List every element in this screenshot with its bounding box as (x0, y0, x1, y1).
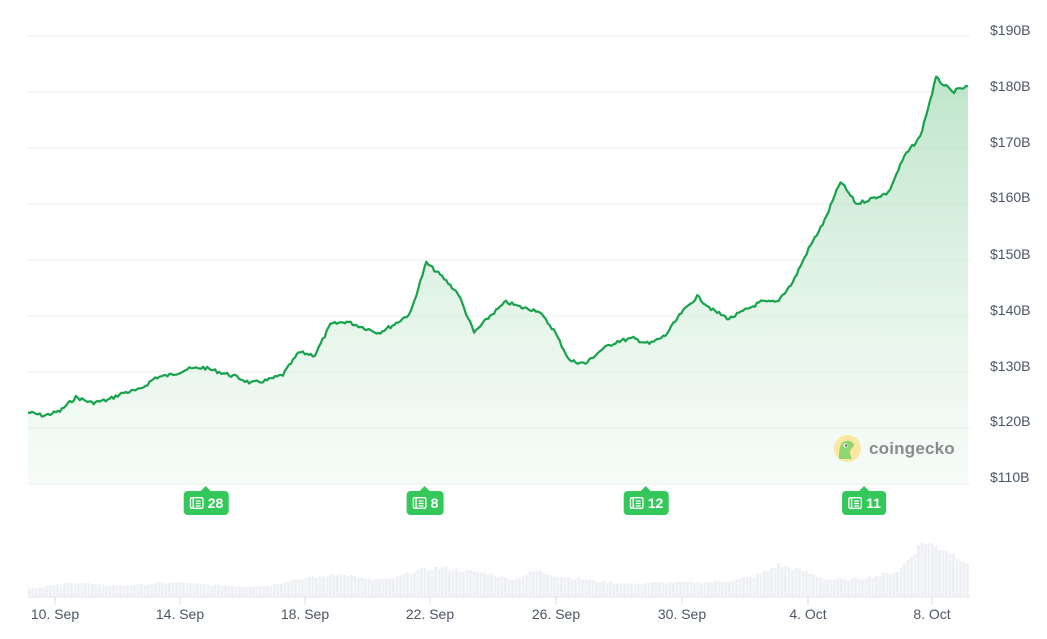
y-tick-label: $120B (990, 413, 1031, 429)
market-cap-line[interactable] (27, 75, 969, 418)
y-tick-label: $130B (990, 358, 1031, 374)
newspaper-icon (848, 497, 863, 509)
news-count: 8 (430, 495, 439, 511)
news-count: 28 (207, 495, 224, 511)
x-tick-label: 22. Sep (405, 606, 455, 622)
newspaper-icon (629, 497, 644, 509)
x-tick-marks (54, 597, 933, 605)
y-tick-label: $110B (990, 469, 1030, 485)
watermark-label: coingecko (869, 438, 955, 458)
news-marker-button[interactable]: 11 (842, 486, 886, 515)
x-tick-label: 10. Sep (30, 606, 80, 622)
y-tick-label: $150B (990, 246, 1031, 262)
y-tick-label: $160B (990, 189, 1031, 205)
coingecko-watermark: coingecko (834, 435, 955, 462)
news-count: 12 (647, 495, 664, 511)
newspaper-icon (412, 497, 427, 509)
newspaper-icon (189, 497, 204, 509)
y-tick-label: $180B (990, 78, 1031, 94)
x-tick-label: 30. Sep (657, 606, 707, 622)
x-tick-label: 26. Sep (531, 606, 581, 622)
news-marker-button[interactable]: 28 (183, 486, 229, 515)
y-tick-label: $140B (990, 302, 1031, 318)
market-cap-area (28, 76, 968, 484)
x-tick-label: 18. Sep (280, 606, 330, 622)
news-marker-button[interactable]: 8 (406, 486, 444, 515)
volume-bars (28, 542, 970, 598)
x-tick-label: 8. Oct (913, 606, 951, 622)
gecko-logo-icon (834, 435, 861, 462)
news-marker-button[interactable]: 12 (623, 486, 669, 515)
news-count: 11 (866, 495, 881, 511)
x-tick-label: 4. Oct (789, 606, 827, 622)
y-tick-label: $190B (990, 22, 1031, 38)
x-tick-label: 14. Sep (155, 606, 205, 622)
y-tick-label: $170B (990, 134, 1031, 150)
